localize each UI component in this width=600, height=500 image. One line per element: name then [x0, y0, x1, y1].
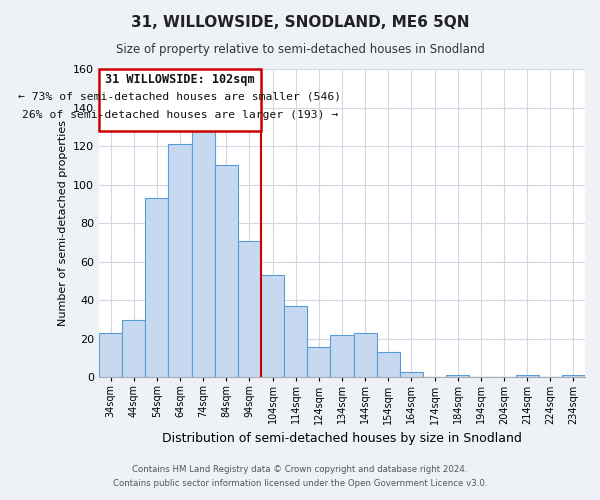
Bar: [353, 333, 377, 378]
Bar: [307, 346, 331, 378]
FancyBboxPatch shape: [99, 69, 261, 130]
Text: Size of property relative to semi-detached houses in Snodland: Size of property relative to semi-detach…: [116, 42, 484, 56]
X-axis label: Distribution of semi-detached houses by size in Snodland: Distribution of semi-detached houses by …: [162, 432, 522, 445]
Bar: [284, 306, 307, 378]
Bar: [377, 352, 400, 378]
Text: ← 73% of semi-detached houses are smaller (546): ← 73% of semi-detached houses are smalle…: [19, 92, 341, 102]
Bar: [238, 240, 261, 378]
Bar: [562, 376, 585, 378]
Bar: [331, 335, 353, 378]
Text: Contains HM Land Registry data © Crown copyright and database right 2024.
Contai: Contains HM Land Registry data © Crown c…: [113, 466, 487, 487]
Bar: [515, 376, 539, 378]
Y-axis label: Number of semi-detached properties: Number of semi-detached properties: [58, 120, 68, 326]
Bar: [446, 376, 469, 378]
Bar: [122, 320, 145, 378]
Text: 31 WILLOWSIDE: 102sqm: 31 WILLOWSIDE: 102sqm: [105, 73, 255, 86]
Bar: [99, 333, 122, 378]
Text: 26% of semi-detached houses are larger (193) →: 26% of semi-detached houses are larger (…: [22, 110, 338, 120]
Bar: [215, 166, 238, 378]
Text: 31, WILLOWSIDE, SNODLAND, ME6 5QN: 31, WILLOWSIDE, SNODLAND, ME6 5QN: [131, 15, 469, 30]
Bar: [169, 144, 191, 378]
Bar: [261, 275, 284, 378]
Bar: [145, 198, 169, 378]
Bar: [191, 121, 215, 378]
Bar: [400, 372, 423, 378]
